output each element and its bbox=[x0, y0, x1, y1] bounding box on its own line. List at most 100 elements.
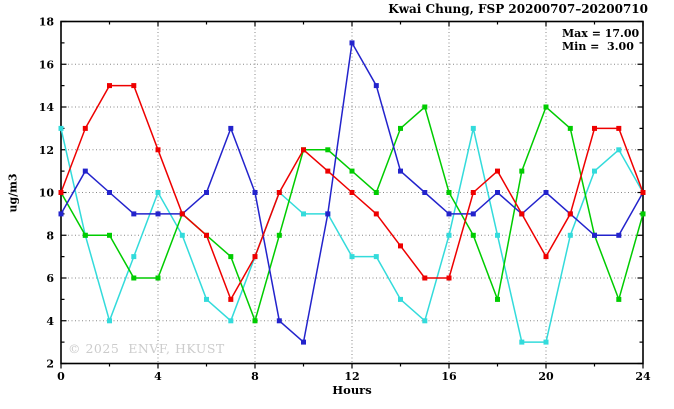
data-point-green-series bbox=[446, 190, 452, 195]
data-point-cyan-series bbox=[131, 254, 137, 260]
watermark: © 2025 ENVF, HKUST bbox=[68, 341, 225, 356]
data-point-cyan-series bbox=[470, 125, 476, 131]
data-point-cyan-series bbox=[58, 125, 64, 131]
data-point-red-series bbox=[495, 168, 500, 174]
data-point-blue-series bbox=[131, 211, 137, 217]
data-point-blue-series bbox=[228, 125, 234, 131]
y-tick-label: 18 bbox=[39, 16, 55, 29]
data-point-red-series bbox=[567, 211, 573, 217]
data-point-green-series bbox=[82, 232, 88, 238]
y-tick-label: 10 bbox=[39, 187, 55, 200]
data-point-green-series bbox=[543, 104, 549, 110]
data-point-cyan-series bbox=[592, 168, 597, 174]
data-point-blue-series bbox=[543, 190, 549, 195]
data-point-green-series bbox=[155, 275, 161, 281]
data-point-green-series bbox=[325, 147, 331, 153]
data-point-blue-series bbox=[155, 211, 161, 217]
data-point-red-series bbox=[349, 190, 355, 195]
data-point-cyan-series bbox=[543, 339, 549, 345]
y-tick-label: 8 bbox=[46, 229, 54, 242]
data-point-green-series bbox=[252, 318, 258, 324]
data-point-green-series bbox=[616, 296, 622, 302]
data-point-red-series bbox=[82, 125, 88, 131]
data-point-cyan-series bbox=[204, 296, 209, 302]
data-point-green-series bbox=[398, 125, 403, 131]
chart-title: Kwai Chung, FSP 20200707–20200710 bbox=[388, 2, 648, 16]
data-point-cyan-series bbox=[349, 254, 355, 260]
data-point-red-series bbox=[228, 296, 234, 302]
x-tick-label: 4 bbox=[154, 370, 162, 383]
data-point-cyan-series bbox=[373, 254, 379, 260]
data-point-green-series bbox=[276, 232, 282, 238]
data-point-blue-series bbox=[349, 40, 355, 46]
data-point-red-series bbox=[446, 275, 452, 281]
data-point-cyan-series bbox=[155, 190, 161, 195]
data-point-blue-series bbox=[58, 211, 64, 217]
data-point-cyan-series bbox=[446, 232, 452, 238]
x-tick-label: 16 bbox=[441, 370, 457, 383]
y-tick-label: 2 bbox=[46, 358, 54, 371]
legend-max: Max = 17.00 bbox=[562, 27, 640, 40]
max-min-legend: Max = 17.00 Min = 3.00 bbox=[562, 27, 639, 53]
data-point-red-series bbox=[640, 190, 646, 195]
data-point-red-series bbox=[592, 125, 597, 131]
legend-min: Min = 3.00 bbox=[562, 40, 634, 53]
data-point-red-series bbox=[155, 147, 161, 153]
data-point-green-series bbox=[567, 125, 573, 131]
data-point-red-series bbox=[373, 211, 379, 217]
data-point-blue-series bbox=[422, 190, 428, 195]
data-point-blue-series bbox=[592, 232, 597, 238]
data-point-red-series bbox=[519, 211, 525, 217]
data-point-green-series bbox=[640, 211, 646, 217]
data-point-red-series bbox=[422, 275, 428, 281]
data-point-cyan-series bbox=[422, 318, 428, 324]
series-red-series bbox=[58, 83, 646, 302]
data-point-red-series bbox=[204, 232, 209, 238]
data-point-green-series bbox=[131, 275, 137, 281]
y-axis-label: ug/m3 bbox=[6, 173, 20, 213]
data-point-red-series bbox=[325, 168, 331, 174]
data-point-cyan-series bbox=[179, 232, 185, 238]
data-point-green-series bbox=[470, 232, 476, 238]
data-point-red-series bbox=[301, 147, 306, 153]
data-point-red-series bbox=[616, 125, 622, 131]
data-point-red-series bbox=[252, 254, 258, 260]
data-point-cyan-series bbox=[519, 339, 525, 345]
data-point-red-series bbox=[179, 211, 185, 217]
data-point-cyan-series bbox=[301, 211, 306, 217]
data-point-blue-series bbox=[276, 318, 282, 324]
data-point-green-series bbox=[107, 232, 112, 238]
x-tick-label: 20 bbox=[538, 370, 554, 383]
y-tick-label: 14 bbox=[39, 101, 55, 114]
data-point-green-series bbox=[495, 296, 500, 302]
data-point-cyan-series bbox=[228, 318, 234, 324]
data-point-red-series bbox=[107, 83, 112, 89]
data-point-blue-series bbox=[301, 339, 306, 345]
data-point-blue-series bbox=[446, 211, 452, 217]
data-point-green-series bbox=[228, 254, 234, 260]
data-point-red-series bbox=[276, 190, 282, 195]
y-tick-label: 16 bbox=[39, 58, 55, 71]
data-point-blue-series bbox=[107, 190, 112, 195]
data-point-blue-series bbox=[204, 190, 209, 195]
x-axis-label: Hours bbox=[332, 383, 372, 397]
x-tick-label: 12 bbox=[344, 370, 359, 383]
y-tick-label: 12 bbox=[39, 144, 54, 157]
data-point-cyan-series bbox=[495, 232, 500, 238]
data-point-blue-series bbox=[616, 232, 622, 238]
data-point-blue-series bbox=[495, 190, 500, 195]
data-point-green-series bbox=[422, 104, 428, 110]
data-point-blue-series bbox=[470, 211, 476, 217]
data-point-green-series bbox=[349, 168, 355, 174]
data-point-cyan-series bbox=[616, 147, 622, 153]
data-point-red-series bbox=[131, 83, 137, 89]
axis-ticks bbox=[60, 20, 644, 369]
data-point-blue-series bbox=[373, 83, 379, 89]
data-point-blue-series bbox=[398, 168, 403, 174]
data-point-red-series bbox=[398, 243, 403, 249]
x-tick-label: 8 bbox=[251, 370, 259, 383]
data-point-red-series bbox=[470, 190, 476, 195]
